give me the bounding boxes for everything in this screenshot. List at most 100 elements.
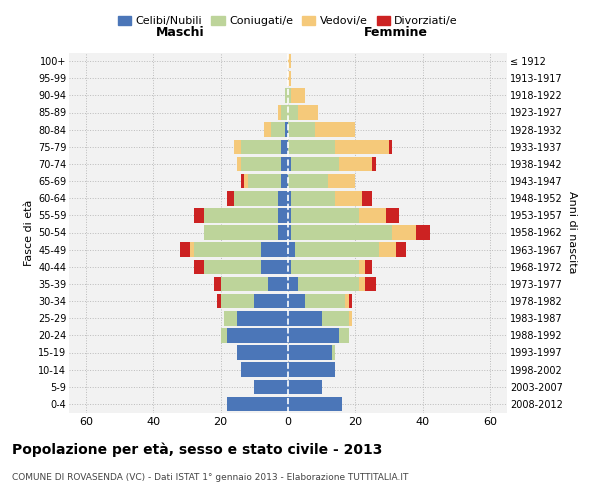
Bar	[315, 122, 355, 137]
Bar	[338, 328, 349, 342]
Bar	[349, 311, 352, 326]
Bar	[194, 260, 204, 274]
Bar	[281, 174, 288, 188]
Bar	[365, 276, 376, 291]
Bar	[288, 225, 292, 240]
Bar	[298, 105, 319, 120]
Bar	[338, 156, 372, 171]
Bar	[265, 122, 271, 137]
Bar	[292, 88, 305, 102]
Bar	[288, 311, 322, 326]
Bar	[204, 208, 278, 222]
Bar	[204, 260, 261, 274]
Bar	[359, 260, 365, 274]
Bar	[288, 362, 335, 377]
Bar	[221, 276, 268, 291]
Bar	[227, 396, 288, 411]
Bar	[254, 294, 288, 308]
Bar	[241, 174, 244, 188]
Bar	[288, 105, 298, 120]
Bar	[288, 88, 292, 102]
Bar	[288, 156, 292, 171]
Bar	[335, 191, 362, 206]
Bar	[292, 208, 359, 222]
Bar	[241, 140, 281, 154]
Bar	[268, 276, 288, 291]
Bar	[261, 260, 288, 274]
Text: Femmine: Femmine	[364, 26, 428, 39]
Bar	[345, 294, 349, 308]
Bar	[362, 191, 372, 206]
Bar	[288, 122, 315, 137]
Bar	[248, 174, 281, 188]
Bar	[288, 294, 305, 308]
Bar	[379, 242, 396, 257]
Bar	[234, 140, 241, 154]
Bar	[396, 242, 406, 257]
Bar	[386, 208, 399, 222]
Bar	[305, 294, 345, 308]
Bar	[271, 122, 284, 137]
Bar	[221, 294, 254, 308]
Bar	[244, 174, 248, 188]
Bar	[281, 105, 288, 120]
Bar	[241, 362, 288, 377]
Bar	[288, 345, 332, 360]
Bar	[288, 242, 295, 257]
Bar	[278, 105, 281, 120]
Bar	[292, 225, 392, 240]
Bar	[359, 276, 365, 291]
Bar	[238, 311, 288, 326]
Bar	[204, 225, 278, 240]
Bar	[359, 208, 386, 222]
Bar	[335, 140, 389, 154]
Bar	[214, 276, 221, 291]
Bar	[281, 156, 288, 171]
Text: COMUNE DI ROVASENDA (VC) - Dati ISTAT 1° gennaio 2013 - Elaborazione TUTTITALIA.: COMUNE DI ROVASENDA (VC) - Dati ISTAT 1°…	[12, 472, 409, 482]
Bar	[281, 140, 288, 154]
Bar	[194, 208, 204, 222]
Bar	[227, 328, 288, 342]
Bar	[180, 242, 190, 257]
Bar	[261, 242, 288, 257]
Bar	[365, 260, 372, 274]
Bar	[292, 156, 338, 171]
Bar	[254, 380, 288, 394]
Bar	[322, 311, 349, 326]
Bar	[288, 54, 292, 68]
Bar	[288, 396, 342, 411]
Bar	[349, 294, 352, 308]
Bar	[227, 191, 234, 206]
Bar	[241, 156, 281, 171]
Bar	[288, 208, 292, 222]
Bar	[298, 276, 359, 291]
Legend: Celibi/Nubili, Coniugati/e, Vedovi/e, Divorziati/e: Celibi/Nubili, Coniugati/e, Vedovi/e, Di…	[113, 12, 463, 30]
Bar	[328, 174, 355, 188]
Bar	[284, 122, 288, 137]
Bar	[278, 225, 288, 240]
Bar	[284, 88, 288, 102]
Bar	[217, 294, 221, 308]
Bar	[292, 260, 359, 274]
Y-axis label: Fasce di età: Fasce di età	[23, 200, 34, 266]
Bar	[194, 242, 261, 257]
Bar	[288, 191, 292, 206]
Bar	[288, 328, 338, 342]
Text: Popolazione per età, sesso e stato civile - 2013: Popolazione per età, sesso e stato civil…	[12, 442, 382, 457]
Bar	[238, 345, 288, 360]
Bar	[292, 191, 335, 206]
Bar	[278, 191, 288, 206]
Bar	[221, 328, 227, 342]
Bar	[372, 156, 376, 171]
Bar	[392, 225, 416, 240]
Bar	[238, 156, 241, 171]
Bar	[288, 276, 298, 291]
Bar	[278, 208, 288, 222]
Bar	[288, 380, 322, 394]
Bar	[234, 191, 278, 206]
Bar	[190, 242, 194, 257]
Text: Maschi: Maschi	[156, 26, 205, 39]
Bar	[416, 225, 430, 240]
Y-axis label: Anni di nascita: Anni di nascita	[567, 191, 577, 274]
Bar	[332, 345, 335, 360]
